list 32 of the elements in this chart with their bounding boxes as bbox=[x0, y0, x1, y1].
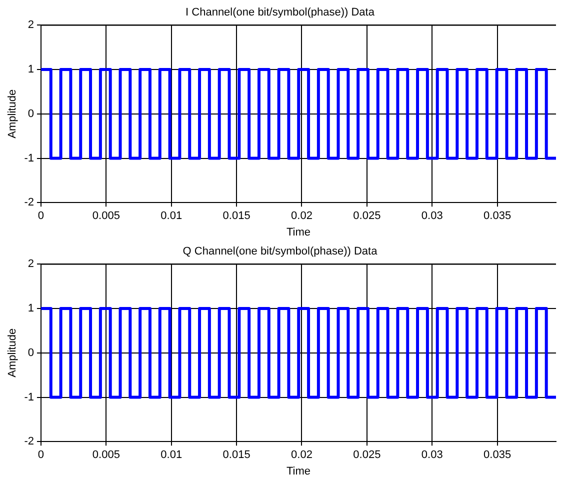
y-axis-title: Amplitude bbox=[6, 89, 19, 138]
chart-title: Q Channel(one bit/symbol(phase)) Data bbox=[182, 246, 378, 258]
x-tick-label: 0.025 bbox=[353, 449, 381, 462]
x-tick-label: 0.03 bbox=[421, 210, 443, 222]
x-tick-label: 0.015 bbox=[222, 210, 250, 222]
x-tick-label: 0.02 bbox=[291, 210, 312, 222]
x-axis-title: Time bbox=[286, 465, 311, 478]
x-tick-label: 0.01 bbox=[160, 449, 182, 462]
chart-title: I Channel(one bit/symbol(phase)) Data bbox=[186, 6, 376, 19]
x-tick-label: 0.03 bbox=[421, 449, 443, 462]
x-tick-label: 0 bbox=[38, 449, 44, 462]
x-tick-label: 0 bbox=[38, 210, 44, 222]
y-tick-label: 0 bbox=[28, 108, 34, 120]
y-tick-label: 0 bbox=[28, 346, 34, 359]
x-axis-title: Time bbox=[286, 226, 311, 238]
y-tick-label: 1 bbox=[28, 302, 34, 315]
y-tick-label: 1 bbox=[28, 64, 34, 76]
y-tick-label: 2 bbox=[28, 19, 34, 32]
y-tick-label: -2 bbox=[24, 196, 34, 209]
x-tick-label: 0.01 bbox=[160, 210, 182, 222]
x-tick-label: 0.005 bbox=[92, 210, 120, 222]
y-tick-label: 2 bbox=[28, 258, 34, 270]
x-tick-label: 0.035 bbox=[484, 449, 512, 462]
y-axis-title: Amplitude bbox=[6, 328, 19, 378]
x-tick-label: 0.015 bbox=[222, 449, 250, 462]
y-tick-label: -1 bbox=[24, 152, 34, 164]
x-tick-label: 0.035 bbox=[484, 210, 512, 222]
x-tick-label: 0.02 bbox=[291, 449, 312, 462]
x-tick-label: 0.025 bbox=[353, 210, 381, 222]
y-tick-label: -2 bbox=[24, 436, 34, 448]
y-tick-label: -1 bbox=[24, 391, 34, 404]
x-tick-label: 0.005 bbox=[92, 449, 120, 462]
